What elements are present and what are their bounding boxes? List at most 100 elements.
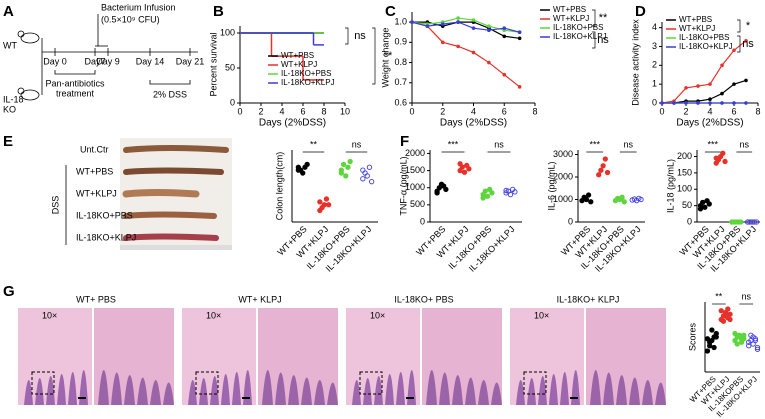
infusion-dose: (0.5×10⁹ CFU) bbox=[101, 14, 160, 24]
y-axis-label: Disease activity index bbox=[630, 19, 640, 106]
series-marker bbox=[696, 84, 700, 88]
villus bbox=[655, 382, 666, 405]
series-line bbox=[411, 21, 520, 88]
data-point bbox=[503, 187, 509, 194]
magnification: 10× bbox=[370, 310, 385, 320]
villus bbox=[642, 380, 653, 405]
villus bbox=[24, 380, 33, 405]
data-point bbox=[727, 316, 733, 323]
y-tick-label: 50 bbox=[682, 200, 692, 210]
series-marker bbox=[672, 101, 676, 105]
y-tick-label: 0 bbox=[230, 97, 235, 107]
data-point bbox=[457, 161, 463, 167]
x-axis-label: Days (2%DSS) bbox=[440, 118, 507, 129]
y-axis-label: IL-6 (pg/mL) bbox=[546, 161, 556, 210]
data-point bbox=[604, 169, 611, 176]
data-point bbox=[707, 339, 713, 345]
series-marker bbox=[517, 85, 522, 89]
series-marker bbox=[696, 101, 700, 105]
villus bbox=[603, 372, 614, 405]
significance-bracket bbox=[345, 27, 349, 45]
data-point bbox=[461, 169, 468, 175]
villus bbox=[549, 374, 558, 405]
timeline-drawing bbox=[17, 14, 198, 101]
data-point bbox=[321, 202, 327, 208]
data-point bbox=[619, 194, 625, 200]
data-point bbox=[748, 332, 754, 338]
mouse-label: WT bbox=[3, 40, 17, 50]
villus bbox=[538, 376, 547, 405]
image-title: IL-18KO+ PBS bbox=[394, 294, 453, 304]
panel-label: C bbox=[385, 3, 396, 20]
data-point bbox=[596, 172, 602, 178]
x-tick-label: 2 bbox=[258, 106, 263, 116]
series-marker bbox=[517, 36, 522, 41]
x-tick-label: 0 bbox=[659, 106, 664, 116]
group-label: IL-18KO+KLPJ bbox=[76, 232, 136, 242]
villus bbox=[288, 375, 299, 405]
legend-label: WT+PBS bbox=[679, 15, 712, 24]
group-label: WT+KLPJ bbox=[76, 188, 117, 198]
significance-bracket bbox=[737, 19, 741, 33]
data-point bbox=[697, 206, 704, 212]
x-tick-label: 2 bbox=[683, 106, 688, 116]
villus bbox=[452, 375, 463, 405]
treatment-label: treatment bbox=[56, 88, 95, 98]
data-point bbox=[725, 306, 731, 312]
data-point bbox=[360, 176, 366, 182]
image-title: WT+ PBS bbox=[76, 294, 116, 304]
significance-bracket bbox=[592, 31, 596, 49]
villus bbox=[79, 370, 88, 405]
data-point bbox=[702, 204, 708, 210]
data-point bbox=[602, 156, 608, 162]
villus bbox=[527, 378, 536, 405]
group-label: Unt.Ctr bbox=[80, 144, 109, 154]
legend-label: WT+KLPJ bbox=[281, 60, 317, 69]
y-tick-label: 100 bbox=[220, 27, 235, 37]
significance: ns bbox=[623, 139, 633, 149]
data-point bbox=[364, 173, 370, 179]
data-point bbox=[729, 219, 735, 225]
series-marker bbox=[456, 20, 460, 24]
villus bbox=[516, 380, 525, 405]
y-tick-label: 0 bbox=[420, 216, 425, 226]
villus bbox=[439, 372, 450, 405]
data-point bbox=[754, 346, 761, 352]
data-point bbox=[484, 193, 491, 199]
data-point bbox=[480, 195, 486, 201]
series-marker bbox=[517, 30, 522, 35]
x-tick-label: 4 bbox=[471, 106, 476, 116]
histology-images bbox=[18, 308, 666, 405]
y-tick-label: 4 bbox=[652, 22, 657, 32]
y-tick-label: 150 bbox=[677, 167, 692, 177]
group-label: DSS bbox=[50, 196, 60, 215]
villus bbox=[407, 370, 416, 405]
villus bbox=[137, 377, 148, 405]
y-tick-label: 2 bbox=[652, 60, 657, 70]
series-marker bbox=[487, 60, 491, 65]
data-point bbox=[704, 348, 711, 354]
villus bbox=[199, 378, 208, 405]
x-tick-label: 6 bbox=[502, 106, 507, 116]
data-point bbox=[718, 308, 724, 314]
x-tick-label: 10 bbox=[340, 106, 350, 116]
series-marker bbox=[708, 101, 712, 105]
villus bbox=[374, 376, 383, 405]
significance: ** bbox=[599, 12, 608, 24]
data-point bbox=[600, 163, 606, 169]
series-marker bbox=[471, 50, 476, 55]
significance: ns bbox=[597, 34, 609, 46]
data-point bbox=[598, 167, 604, 173]
villus bbox=[491, 382, 502, 405]
data-point bbox=[753, 219, 760, 225]
group-label: WT+PBS bbox=[76, 166, 113, 176]
series-marker bbox=[720, 63, 724, 68]
series-marker bbox=[425, 24, 430, 28]
series-marker bbox=[440, 40, 445, 45]
data-point bbox=[722, 158, 728, 165]
villus bbox=[68, 372, 77, 405]
y-tick-label: 0 bbox=[687, 216, 692, 226]
legend-label: IL-18KO+KLPJ bbox=[281, 78, 335, 87]
data-point bbox=[722, 313, 729, 319]
